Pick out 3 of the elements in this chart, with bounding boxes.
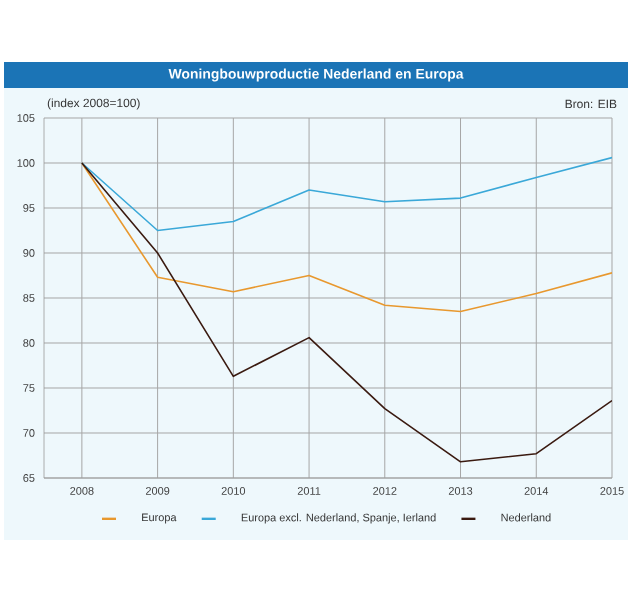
line-series xyxy=(81,162,612,313)
line-series xyxy=(81,156,612,232)
line-series xyxy=(81,162,612,463)
